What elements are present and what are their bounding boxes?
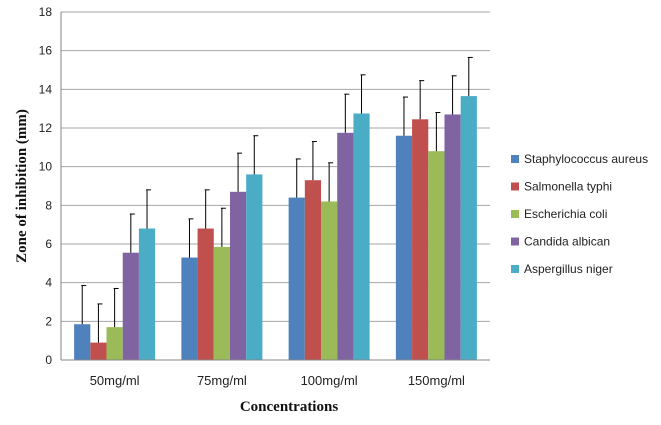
legend-item: Escherichia coli xyxy=(511,207,607,221)
y-tick-label: 16 xyxy=(39,44,53,58)
bar xyxy=(444,114,461,360)
legend: Staphylococcus aureus Salmonella typhi Esc… xyxy=(511,152,648,276)
legend-label: Staphylococcus aureus xyxy=(524,152,648,166)
y-tick-labels: 0 2 4 6 8 10 12 14 16 18 xyxy=(39,5,53,367)
bar xyxy=(288,197,305,360)
bar xyxy=(337,132,354,360)
legend-item: Aspergillus niger xyxy=(511,262,613,276)
error-bars xyxy=(81,56,473,343)
x-tick-label: 50mg/ml xyxy=(90,373,140,388)
y-tick-label: 6 xyxy=(45,237,52,251)
bar xyxy=(122,252,139,360)
y-tick-label: 14 xyxy=(39,82,53,96)
bar xyxy=(90,342,107,360)
x-axis-title: Concentrations xyxy=(240,399,338,415)
bar xyxy=(428,151,445,360)
legend-swatch xyxy=(511,210,519,218)
legend-swatch xyxy=(511,237,519,246)
axes xyxy=(60,12,490,361)
bar xyxy=(353,113,370,360)
legend-item: Candida albican xyxy=(511,235,610,249)
legend-label: Escherichia coli xyxy=(524,207,607,221)
y-tick-label: 10 xyxy=(39,160,53,174)
legend-label: Aspergillus niger xyxy=(524,262,613,276)
bar xyxy=(138,228,156,360)
legend-swatch xyxy=(511,182,519,191)
y-tick-label: 12 xyxy=(39,121,53,135)
bar xyxy=(74,324,91,360)
y-tick-label: 2 xyxy=(45,314,52,328)
bar xyxy=(229,191,247,360)
bar xyxy=(197,228,214,360)
legend-label: Candida albican xyxy=(524,235,610,249)
bar xyxy=(304,180,322,360)
legend-label: Salmonella typhi xyxy=(524,180,612,194)
bar xyxy=(106,327,123,360)
bar xyxy=(412,119,429,360)
bar xyxy=(213,246,230,360)
bars xyxy=(74,96,477,360)
y-tick-label: 8 xyxy=(45,198,52,212)
bar xyxy=(321,201,338,360)
legend-swatch xyxy=(511,155,519,163)
y-tick-label: 0 xyxy=(45,353,52,367)
bar xyxy=(246,174,263,360)
y-tick-label: 18 xyxy=(39,5,53,19)
bar xyxy=(395,135,413,360)
legend-item: Salmonella typhi xyxy=(511,180,612,194)
y-tick-label: 4 xyxy=(45,276,52,290)
legend-swatch xyxy=(511,265,519,273)
x-tick-labels: 50mg/ml 75mg/ml 100mg/ml 150mg/ml xyxy=(90,373,465,388)
legend-item: Staphylococcus aureus xyxy=(511,152,648,166)
bar xyxy=(181,257,198,360)
x-tick-label: 75mg/ml xyxy=(197,373,247,388)
bar xyxy=(460,96,477,360)
y-axis-title: Zone of inhibition (mm) xyxy=(14,109,30,263)
x-tick-label: 150mg/ml xyxy=(408,373,465,388)
x-tick-label: 100mg/ml xyxy=(301,373,358,388)
